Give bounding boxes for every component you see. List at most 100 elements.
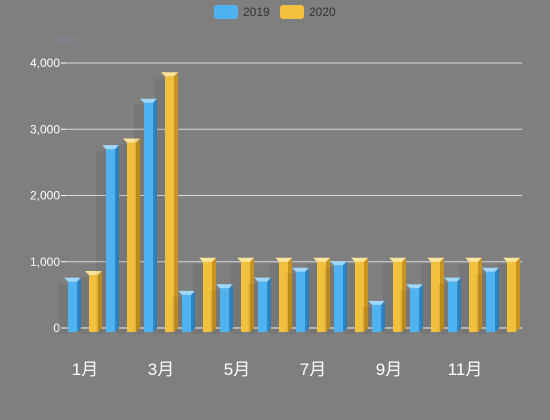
bar-shadow — [269, 263, 279, 334]
bar-2019-12月 — [476, 267, 499, 334]
bars — [58, 72, 520, 334]
bar-side — [212, 257, 216, 332]
bar-front — [317, 261, 326, 332]
bar-2019-11月 — [438, 277, 461, 334]
bar-2020-3月 — [155, 72, 178, 334]
bar-shadow — [345, 263, 355, 334]
bar-front — [127, 142, 136, 332]
bar-top — [427, 257, 444, 262]
bar-top — [123, 138, 140, 143]
legend-item-2019[interactable]: 2019 — [214, 5, 270, 19]
bar-shadow — [79, 277, 89, 334]
bar-top — [237, 257, 254, 262]
bar-top — [102, 145, 119, 150]
bar-shadow — [438, 283, 448, 334]
bar-top — [465, 257, 482, 262]
bar-2020-9月 — [383, 257, 406, 334]
bar-top — [330, 261, 347, 266]
bar-2020-8月 — [345, 257, 368, 334]
bar-2020-1月 — [79, 271, 102, 334]
bar-top — [275, 257, 292, 262]
bar-2020-11月 — [459, 257, 482, 334]
bar-top — [161, 72, 178, 77]
bar-front — [182, 294, 191, 332]
bar-side — [343, 261, 347, 332]
y-tick-label: 2,000 — [30, 189, 60, 203]
grid-lines — [61, 62, 522, 329]
x-axis-ticks: 1月 3月 5月 7月 9月 11月 — [72, 360, 483, 379]
bar-side — [440, 257, 444, 332]
bar-front — [355, 261, 364, 332]
bar-2019-1月 — [58, 277, 81, 334]
bar-2020-6月 — [269, 257, 292, 334]
bar-front — [144, 102, 153, 332]
bar-side — [495, 267, 499, 332]
bar-shadow — [58, 283, 68, 334]
bar-2019-2月 — [96, 145, 119, 334]
x-tick-label: 7月 — [300, 360, 326, 379]
bar-2020-4月 — [193, 257, 216, 334]
bar-front — [431, 261, 440, 332]
bar-side — [478, 257, 482, 332]
bar-side — [305, 267, 309, 332]
bar-shadow — [459, 263, 469, 334]
bar-side — [457, 277, 461, 332]
bar-front — [296, 271, 305, 332]
bar-shadow — [497, 263, 507, 334]
bar-top — [389, 257, 406, 262]
bar-side — [98, 271, 102, 332]
bar-side — [516, 257, 520, 332]
y-tick-label: 3,000 — [30, 122, 60, 136]
bar-side — [381, 300, 385, 332]
bar-side — [191, 290, 195, 332]
bar-2020-5月 — [231, 257, 254, 334]
bar-2019-10月 — [400, 284, 423, 334]
bar-top — [406, 284, 423, 289]
bar-shadow — [362, 306, 372, 334]
bar-shadow — [193, 263, 203, 334]
bar-shadow — [383, 263, 393, 334]
bar-front — [334, 265, 343, 332]
bar-side — [229, 284, 233, 332]
bar-shadow — [421, 263, 431, 334]
x-tick-label: 1月 — [72, 360, 98, 379]
faint-label: 2020 — [56, 36, 79, 47]
bar-top — [444, 277, 461, 282]
bar-side — [288, 257, 292, 332]
bar-side — [326, 257, 330, 332]
bar-front — [393, 261, 402, 332]
legend-label: 2019 — [243, 5, 270, 19]
y-tick-label: 1,000 — [30, 255, 60, 269]
bar-top — [64, 277, 81, 282]
bar-shadow — [476, 273, 486, 334]
bar-top — [178, 290, 195, 295]
bar-front — [410, 288, 419, 332]
bar-2019-9月 — [362, 300, 385, 334]
bar-side — [136, 138, 140, 332]
x-tick-label: 5月 — [224, 360, 250, 379]
bar-2020-2月 — [117, 138, 140, 334]
bar-shadow — [324, 267, 334, 334]
bar-top — [482, 267, 499, 272]
legend-item-2020[interactable]: 2020 — [280, 5, 336, 19]
bar-shadow — [400, 290, 410, 334]
y-axis-ticks: 0 1,000 2,000 3,000 4,000 — [30, 56, 60, 335]
bar-front — [203, 261, 212, 332]
bar-top — [216, 284, 233, 289]
bar-shadow — [286, 273, 296, 334]
bar-top — [199, 257, 216, 262]
bar-front — [279, 261, 288, 332]
x-tick-label: 3月 — [148, 360, 174, 379]
bar-front — [258, 281, 267, 332]
bar-shadow — [172, 296, 182, 334]
bar-top — [140, 98, 157, 103]
legend[interactable]: 2019 2020 — [214, 5, 336, 19]
bar-shadow — [117, 144, 127, 334]
bar-front — [486, 271, 495, 332]
bar-top — [351, 257, 368, 262]
bar-2019-4月 — [172, 290, 195, 334]
bar-front — [165, 76, 174, 332]
legend-swatch — [214, 5, 238, 19]
bar-front — [68, 281, 77, 332]
bar-front — [241, 261, 250, 332]
